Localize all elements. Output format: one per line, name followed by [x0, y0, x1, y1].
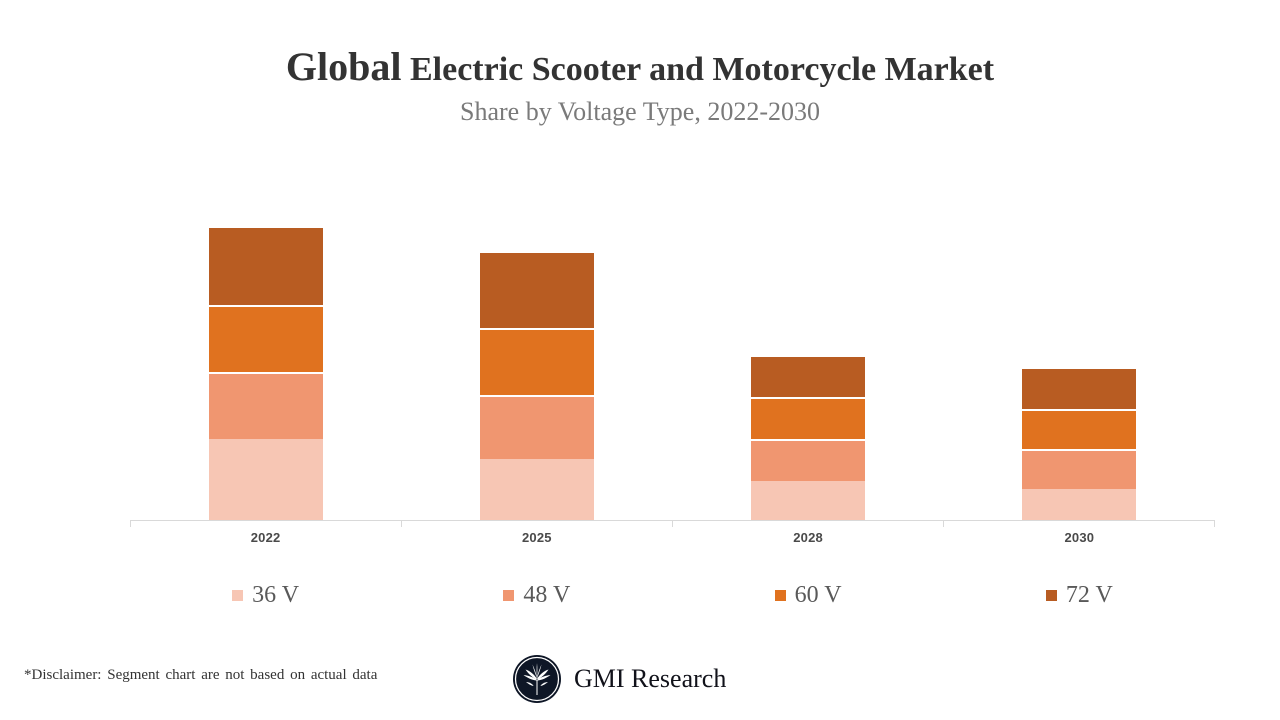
legend-swatch-icon — [503, 590, 515, 601]
bar-segment[interactable] — [208, 305, 323, 373]
bar-segment[interactable] — [208, 226, 323, 306]
brand-block: GMI Research — [512, 654, 726, 704]
x-axis-line — [130, 520, 1215, 521]
bar-segment[interactable] — [751, 439, 866, 482]
legend-swatch-icon — [232, 590, 244, 601]
axis-tick — [672, 521, 673, 527]
bar-segment[interactable] — [479, 327, 594, 395]
bar-segment[interactable] — [479, 394, 594, 460]
bar-segment[interactable] — [751, 397, 866, 440]
legend-label: 36 V — [252, 582, 300, 608]
bar-segment[interactable] — [1022, 488, 1137, 521]
x-axis-label: 2030 — [1064, 530, 1095, 545]
stacked-bars-row — [130, 160, 1215, 521]
bar-segment[interactable] — [1022, 409, 1137, 450]
bar-stack[interactable] — [479, 250, 594, 521]
legend-item[interactable]: 36 V — [130, 582, 401, 609]
x-axis-label: 2025 — [522, 530, 552, 545]
bar-segment[interactable] — [479, 250, 594, 328]
bar-stack[interactable] — [1022, 367, 1137, 521]
chart-legend: 36 V 48 V 60 V 72 V — [130, 582, 1215, 609]
chart-title: Global Electric Scooter and Motorcycle M… — [0, 44, 1280, 93]
axis-tick — [130, 521, 131, 527]
x-axis-labels: 2022 2025 2028 2030 — [130, 530, 1215, 545]
legend-label: 48 V — [523, 582, 571, 608]
palm-fan-logo-icon — [513, 655, 561, 703]
bar-stack[interactable] — [208, 226, 323, 521]
title-block: Global Electric Scooter and Motorcycle M… — [0, 44, 1280, 129]
legend-swatch-icon — [774, 590, 786, 601]
bar-segment[interactable] — [208, 372, 323, 440]
legend-swatch-icon — [1045, 590, 1057, 601]
axis-tick — [1214, 521, 1215, 527]
bar-segment[interactable] — [208, 439, 323, 521]
bar-segment[interactable] — [1022, 449, 1137, 489]
chart-title-lead: Global — [285, 44, 402, 89]
disclaimer-text: *Disclaimer: Segment chart are not based… — [24, 667, 378, 683]
bar-group — [401, 160, 672, 521]
bar-group — [944, 160, 1215, 521]
bar-group — [673, 160, 944, 521]
bar-group — [130, 160, 401, 521]
brand-name: GMI Research — [574, 664, 727, 693]
legend-label: 60 V — [794, 582, 842, 608]
legend-item[interactable]: 72 V — [944, 582, 1215, 609]
bar-segment[interactable] — [751, 354, 866, 398]
axis-tick — [401, 521, 402, 527]
legend-label: 72 V — [1065, 582, 1113, 608]
chart-subtitle: Share by Voltage Type, 2022-2030 — [460, 97, 820, 126]
bar-stack[interactable] — [751, 354, 866, 521]
chart-title-rest: Electric Scooter and Motorcycle Market — [401, 51, 995, 88]
axis-tick — [943, 521, 944, 527]
bar-segment[interactable] — [479, 459, 594, 521]
x-axis-label: 2028 — [793, 530, 823, 545]
plot-area — [130, 160, 1215, 527]
bar-segment[interactable] — [751, 481, 866, 521]
bar-segment[interactable] — [1022, 367, 1137, 410]
legend-item[interactable]: 60 V — [673, 582, 944, 609]
x-axis-label: 2022 — [250, 530, 281, 545]
legend-item[interactable]: 48 V — [401, 582, 672, 609]
